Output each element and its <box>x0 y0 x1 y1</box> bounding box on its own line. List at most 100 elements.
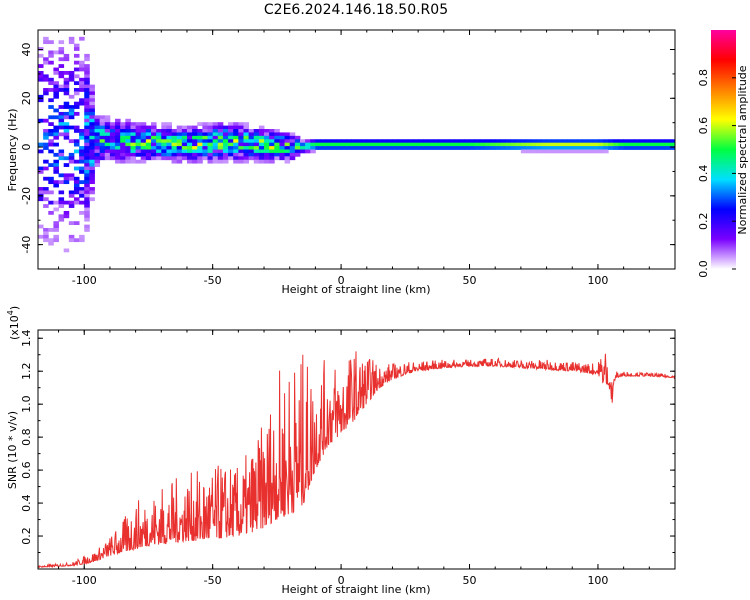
spectrogram-cell <box>73 111 80 116</box>
colorbar-tick-label: 0.0 <box>697 260 710 278</box>
spectrogram-cell <box>197 129 203 133</box>
spectrogram-cell <box>73 81 80 86</box>
snr-x-ticks: -100 -50 0 50 100 <box>58 330 676 587</box>
spectrogram-cell <box>315 139 321 144</box>
spectrogram-cell <box>151 139 157 144</box>
spectrogram-cell <box>68 173 75 178</box>
spectrogram-cell <box>89 101 95 106</box>
spectrogram-cell <box>89 169 95 174</box>
spectrogram-cell <box>181 139 188 144</box>
spectrogram-cell <box>264 149 270 154</box>
spectrogram-x-tick-label: -50 <box>204 274 222 287</box>
spectrogram-cell <box>145 135 152 140</box>
spectrogram-cell <box>233 149 239 154</box>
spectrogram-cell <box>79 156 85 161</box>
spectrogram-cell <box>433 146 440 150</box>
spectrogram-cell <box>73 60 80 65</box>
spectrogram-cell <box>644 146 650 150</box>
spectrogram-cell <box>546 149 553 154</box>
spectrogram-cell <box>53 91 59 96</box>
spectrogram-cell <box>161 139 167 144</box>
spectrogram-cell <box>628 142 635 147</box>
spectrogram-cell <box>84 57 90 62</box>
spectrogram-cell <box>73 101 80 106</box>
spectrogram-cell <box>109 142 116 147</box>
spectrogram-cell <box>38 77 44 82</box>
spectrogram-cell <box>284 156 291 161</box>
spectrogram-cell <box>253 132 260 137</box>
spectrogram-cell <box>68 234 75 239</box>
spectrogram-cell <box>99 115 106 120</box>
spectrogram-cell <box>238 125 244 130</box>
spectrogram-cell <box>140 125 147 130</box>
spectrogram-cell <box>68 36 75 41</box>
spectrogram-cell <box>43 60 49 65</box>
spectrogram-cell <box>186 149 193 154</box>
spectrogram-cell <box>120 132 126 137</box>
spectrogram-cell <box>207 159 214 164</box>
colorbar: 0.0 0.2 0.4 0.6 0.8 Normalized spectral ampl… <box>697 30 749 278</box>
spectrogram-cell <box>115 129 121 133</box>
spectrogram-cell <box>73 149 80 154</box>
spectrogram-cell <box>161 132 167 137</box>
spectrogram-cell <box>135 149 142 154</box>
spectrogram-cell <box>320 139 327 144</box>
spectrogram-y-tick-label: -20 <box>20 187 33 205</box>
spectrogram-panel: -100 -50 0 50 100 -40 -20 0 20 40 Height of stra… <box>6 29 676 296</box>
spectrogram-cell <box>392 142 398 147</box>
spectrogram-cell <box>43 238 49 243</box>
spectrogram-cell <box>73 139 80 144</box>
spectrogram-cell <box>161 122 167 126</box>
spectrogram-cell <box>279 139 285 144</box>
spectrogram-cell <box>526 146 532 150</box>
spectrogram-cell <box>258 149 265 154</box>
snr-scale-label: (x104) <box>6 306 21 340</box>
spectrogram-cell <box>125 129 131 133</box>
spectrogram-cell <box>79 135 85 140</box>
spectrogram-cell <box>387 146 393 150</box>
spectrogram-cell <box>73 197 80 202</box>
spectrogram-cell <box>171 159 178 164</box>
spectrogram-cell <box>79 36 85 41</box>
spectrogram-cell <box>166 152 172 157</box>
spectrogram-cell <box>243 122 250 126</box>
spectrogram-cell <box>48 115 54 120</box>
spectrogram-cell <box>94 125 101 130</box>
spectrogram-cell <box>197 159 203 164</box>
spectrogram-cell <box>48 129 54 133</box>
spectrogram-cell <box>58 105 65 109</box>
spectrogram-cell <box>228 132 234 137</box>
spectrogram-cell <box>361 146 368 150</box>
spectrogram-cell <box>53 135 59 140</box>
spectrogram-cell <box>238 149 244 154</box>
spectrogram-cell <box>551 149 558 154</box>
spectrogram-cell <box>68 139 75 144</box>
spectrogram-cell <box>592 142 599 147</box>
spectrogram-cell <box>94 152 101 157</box>
spectrogram-cell <box>202 122 208 126</box>
spectrogram-cell <box>197 156 203 161</box>
spectrogram-cell <box>238 146 244 150</box>
spectrogram-cell <box>526 139 532 144</box>
colorbar-gradient <box>711 30 736 269</box>
spectrogram-cell <box>258 135 265 140</box>
spectrogram-cell <box>115 135 121 140</box>
spectrogram-cell <box>669 139 675 144</box>
spectrogram-cell <box>402 146 409 150</box>
spectrogram-cell <box>151 142 157 147</box>
spectrogram-cell <box>38 118 44 123</box>
spectrogram-cell <box>38 190 44 195</box>
spectrogram-cell <box>73 74 80 79</box>
spectrogram-y-ticks: -40 -20 0 20 40 <box>20 43 675 270</box>
spectrogram-cell <box>233 125 239 130</box>
spectrogram-cell <box>515 142 522 147</box>
spectrogram-cell <box>120 125 126 130</box>
spectrogram-cell <box>222 152 229 157</box>
spectrogram-cell <box>531 146 537 150</box>
spectrogram-cell <box>202 156 208 161</box>
spectrogram-cell <box>53 228 59 232</box>
spectrogram-cell <box>423 146 429 150</box>
spectrogram-cell <box>264 146 270 150</box>
spectrogram-cell <box>89 98 95 103</box>
spectrogram-cell <box>264 139 270 144</box>
